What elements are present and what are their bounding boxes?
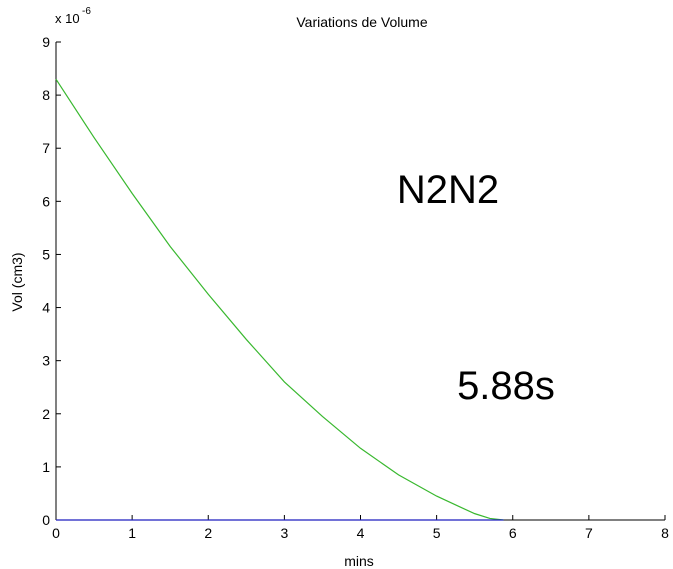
x-tick-label: 7 [585, 525, 593, 541]
y-tick-label: 7 [42, 140, 50, 156]
annotation-n2n2: N2N2 [397, 168, 499, 212]
y-tick-label: 4 [42, 300, 50, 316]
y-tick-label: 3 [42, 353, 50, 369]
y-tick-label: 9 [42, 34, 50, 50]
y-axis-label: Vol (cm3) [9, 252, 25, 311]
y-tick-label: 6 [42, 193, 50, 209]
x-tick-label: 8 [661, 525, 669, 541]
y-tick-label: 0 [42, 512, 50, 528]
y-tick-label: 8 [42, 87, 50, 103]
x-tick-label: 4 [357, 525, 365, 541]
x-tick-label: 2 [204, 525, 212, 541]
x-axis-label: mins [344, 553, 374, 569]
y-tick-label: 5 [42, 246, 50, 262]
y-multiplier-base: x 10 [55, 11, 80, 26]
x-tick-label: 3 [280, 525, 288, 541]
y-multiplier-exponent: -6 [82, 6, 91, 17]
chart-title: Variations de Volume [296, 14, 427, 30]
series-line-0 [55, 78, 504, 521]
x-tick-label: 6 [509, 525, 517, 541]
x-tick-label: 1 [128, 525, 136, 541]
ticks: 0 1 2 3 4 5 6 7 8 0 1 2 3 4 5 6 7 8 9 [42, 34, 669, 541]
x-tick-label: 0 [52, 525, 60, 541]
x-tick-label: 5 [433, 525, 441, 541]
y-tick-label: 1 [42, 459, 50, 475]
series [55, 78, 504, 521]
y-tick-label: 2 [42, 406, 50, 422]
annotation-time: 5.88s [457, 364, 555, 408]
